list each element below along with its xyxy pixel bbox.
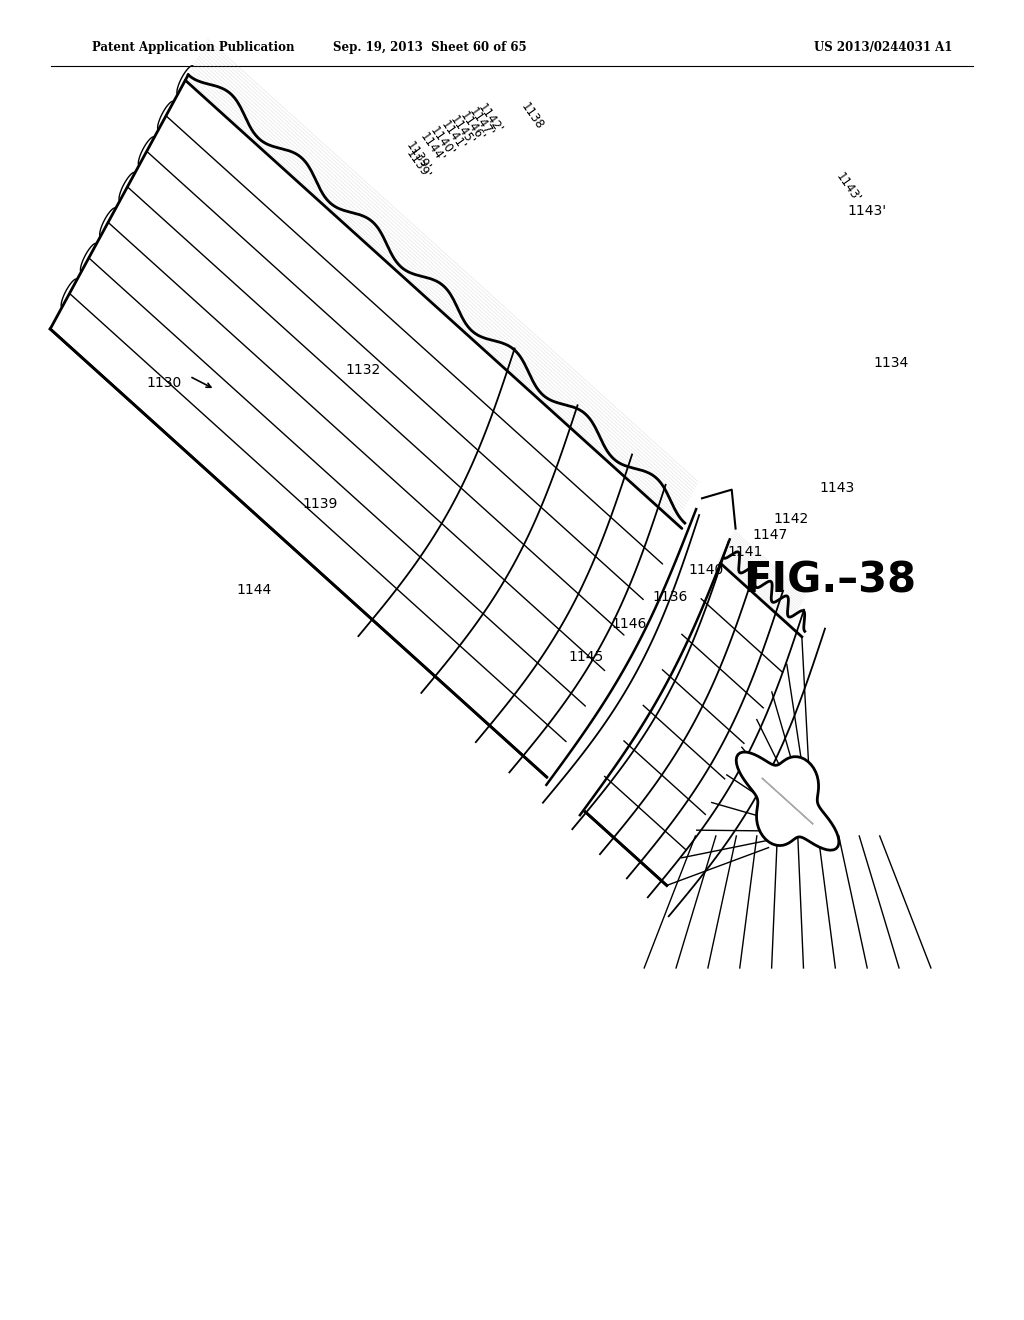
Text: 1144': 1144' [417, 131, 447, 165]
Text: 1142': 1142' [475, 102, 506, 136]
Text: Patent Application Publication: Patent Application Publication [92, 41, 295, 54]
Text: 1145': 1145' [447, 114, 476, 148]
Text: 1146': 1146' [457, 110, 487, 144]
Text: 1139: 1139 [302, 498, 338, 511]
Text: 1143: 1143 [819, 482, 854, 495]
Text: 1140': 1140' [428, 124, 457, 158]
Text: 1138: 1138 [518, 100, 547, 132]
Text: 1143': 1143' [848, 205, 887, 218]
Text: 1144: 1144 [237, 583, 271, 597]
Text: US 2013/0244031 A1: US 2013/0244031 A1 [814, 41, 952, 54]
Text: 1140: 1140 [688, 564, 723, 577]
Text: 1134: 1134 [873, 356, 908, 370]
Text: 1141': 1141' [437, 119, 468, 153]
Polygon shape [736, 752, 839, 850]
Text: 1142: 1142 [773, 512, 808, 525]
Text: 1139': 1139' [403, 140, 432, 174]
Text: 1147': 1147' [466, 106, 497, 140]
Text: 1146: 1146 [611, 618, 647, 631]
Text: FIG.–38: FIG.–38 [742, 560, 916, 602]
Text: 1132: 1132 [346, 363, 381, 376]
Text: 1143': 1143' [834, 170, 862, 205]
Text: 1136: 1136 [652, 590, 688, 603]
Text: 1130: 1130 [146, 376, 181, 389]
Text: 1141: 1141 [727, 545, 763, 558]
Text: 1145: 1145 [568, 651, 603, 664]
Text: Sep. 19, 2013  Sheet 60 of 65: Sep. 19, 2013 Sheet 60 of 65 [333, 41, 527, 54]
Text: 1139': 1139' [403, 148, 432, 182]
Text: 1147: 1147 [753, 528, 787, 541]
